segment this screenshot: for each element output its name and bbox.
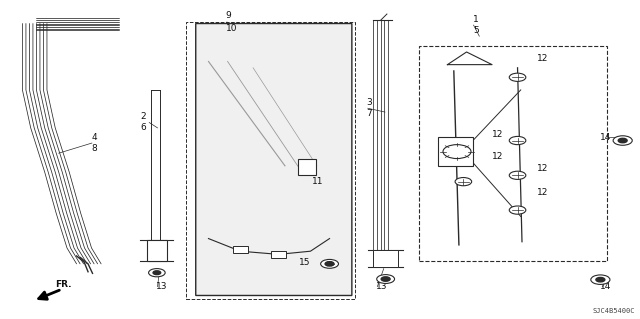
Circle shape: [509, 137, 526, 145]
Circle shape: [591, 275, 610, 285]
Text: 5: 5: [473, 26, 479, 35]
Text: 15: 15: [299, 258, 310, 267]
Text: 11: 11: [312, 176, 324, 186]
Circle shape: [321, 259, 339, 268]
Circle shape: [325, 262, 334, 266]
Text: SJC4B5400C: SJC4B5400C: [593, 308, 636, 314]
Circle shape: [596, 278, 605, 282]
Text: 6: 6: [140, 123, 146, 132]
PathPatch shape: [196, 24, 352, 295]
Text: 12: 12: [492, 130, 504, 139]
Circle shape: [618, 138, 627, 143]
Text: 10: 10: [226, 24, 237, 33]
Circle shape: [509, 73, 526, 81]
Text: 13: 13: [376, 282, 388, 291]
Text: 12: 12: [537, 165, 548, 174]
Bar: [186, 22, 355, 299]
Text: 14: 14: [600, 133, 612, 142]
Text: 13: 13: [156, 282, 167, 291]
Text: FR.: FR.: [56, 280, 72, 289]
Text: 9: 9: [226, 11, 232, 20]
Circle shape: [613, 136, 632, 145]
Bar: [271, 250, 286, 258]
Text: 3: 3: [366, 98, 372, 107]
Circle shape: [443, 145, 471, 159]
Text: 8: 8: [92, 144, 98, 153]
Text: 7: 7: [366, 109, 372, 118]
Bar: [147, 240, 167, 261]
Bar: [419, 46, 607, 261]
Circle shape: [381, 277, 390, 281]
Bar: [233, 246, 248, 253]
Circle shape: [509, 171, 526, 179]
Bar: [298, 159, 316, 175]
Text: 1: 1: [473, 15, 479, 24]
Circle shape: [455, 178, 472, 186]
Bar: [373, 250, 398, 267]
Text: 12: 12: [537, 188, 548, 197]
Circle shape: [153, 271, 161, 275]
Circle shape: [377, 275, 394, 284]
Text: 12: 12: [537, 54, 548, 63]
Bar: [438, 137, 473, 166]
Circle shape: [509, 206, 526, 214]
Text: 14: 14: [600, 282, 612, 291]
Text: 12: 12: [492, 152, 504, 161]
Text: 2: 2: [140, 112, 146, 121]
Text: 4: 4: [92, 133, 97, 142]
Circle shape: [148, 269, 165, 277]
